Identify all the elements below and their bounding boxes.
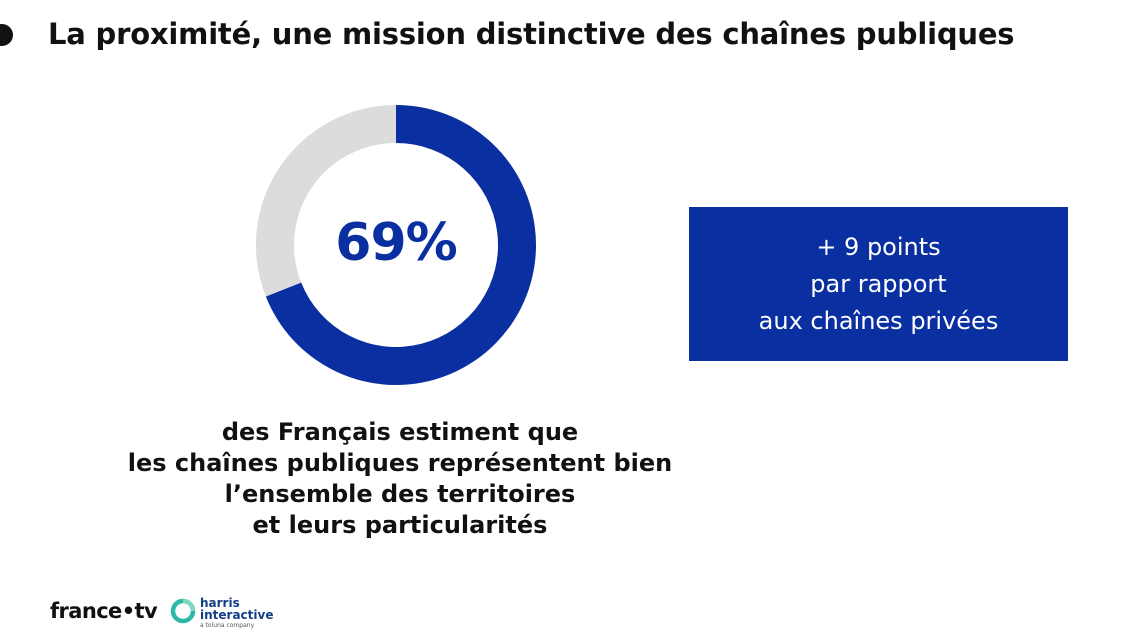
- caption-line-4: et leurs particularités: [252, 511, 548, 539]
- harris-line-1: harris: [200, 596, 240, 610]
- callout-line-1: + 9 points: [816, 232, 941, 261]
- harris-interactive-logo: harris interactive a toluna company: [170, 597, 273, 633]
- comparison-callout: + 9 points par rapport aux chaînes privé…: [689, 207, 1068, 361]
- caption-line-1: des Français estiment que: [221, 418, 579, 446]
- title-bullet-icon: [0, 24, 13, 46]
- caption-line-2: les chaînes publiques représentent bien: [127, 449, 673, 477]
- caption-line-3: l’ensemble des territoires: [224, 480, 576, 508]
- donut-chart: [256, 105, 536, 386]
- donut-slice-autres: [256, 105, 396, 297]
- harris-ring-icon: [170, 598, 196, 624]
- callout-line-2: par rapport: [810, 269, 947, 298]
- chart-caption: des Français estiment que les chaînes pu…: [100, 417, 700, 541]
- page-title: La proximité, une mission distinctive de…: [48, 17, 1015, 51]
- callout-line-3: aux chaînes privées: [758, 306, 999, 335]
- francetv-logo: france•tv: [50, 599, 158, 623]
- donut-center-label: 69%: [335, 213, 457, 273]
- harris-wordmark: harris interactive a toluna company: [200, 597, 273, 630]
- harris-line-2: interactive: [200, 608, 274, 622]
- harris-tagline: a toluna company: [200, 622, 255, 629]
